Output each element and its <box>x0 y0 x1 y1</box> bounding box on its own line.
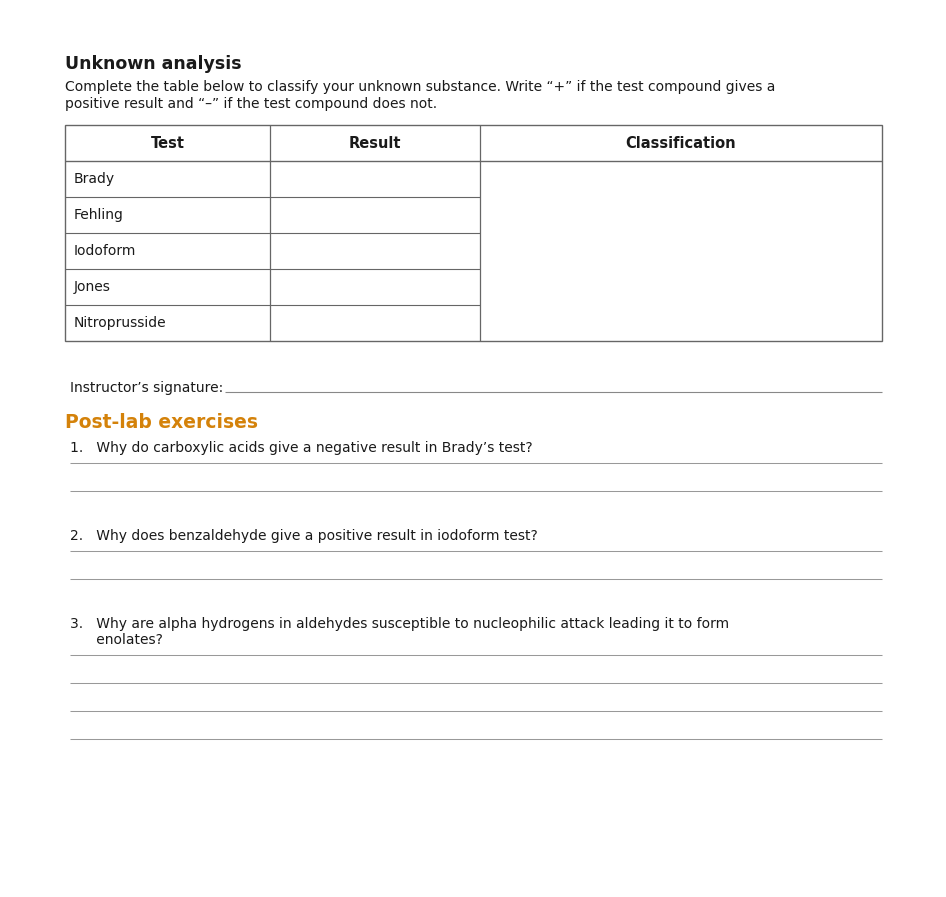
Text: Instructor’s signature:: Instructor’s signature: <box>70 381 223 395</box>
Text: Unknown analysis: Unknown analysis <box>65 55 241 73</box>
Text: Result: Result <box>349 135 401 151</box>
Text: Nitroprusside: Nitroprusside <box>74 316 166 330</box>
Text: 1.   Why do carboxylic acids give a negative result in Brady’s test?: 1. Why do carboxylic acids give a negati… <box>70 441 533 455</box>
Text: Brady: Brady <box>74 172 115 186</box>
Text: 3.   Why are alpha hydrogens in aldehydes susceptible to nucleophilic attack lea: 3. Why are alpha hydrogens in aldehydes … <box>70 617 729 631</box>
Text: Classification: Classification <box>625 135 736 151</box>
Text: Jones: Jones <box>74 280 111 294</box>
Text: enolates?: enolates? <box>70 633 163 647</box>
Text: Iodoform: Iodoform <box>74 244 136 258</box>
Text: Complete the table below to classify your unknown substance. Write “+” if the te: Complete the table below to classify you… <box>65 80 776 94</box>
Text: Fehling: Fehling <box>74 208 124 222</box>
Text: 2.   Why does benzaldehyde give a positive result in iodoform test?: 2. Why does benzaldehyde give a positive… <box>70 529 537 543</box>
Bar <box>65 125 882 341</box>
Text: positive result and “–” if the test compound does not.: positive result and “–” if the test comp… <box>65 97 437 111</box>
Text: Test: Test <box>150 135 184 151</box>
Text: Post-lab exercises: Post-lab exercises <box>65 413 258 432</box>
